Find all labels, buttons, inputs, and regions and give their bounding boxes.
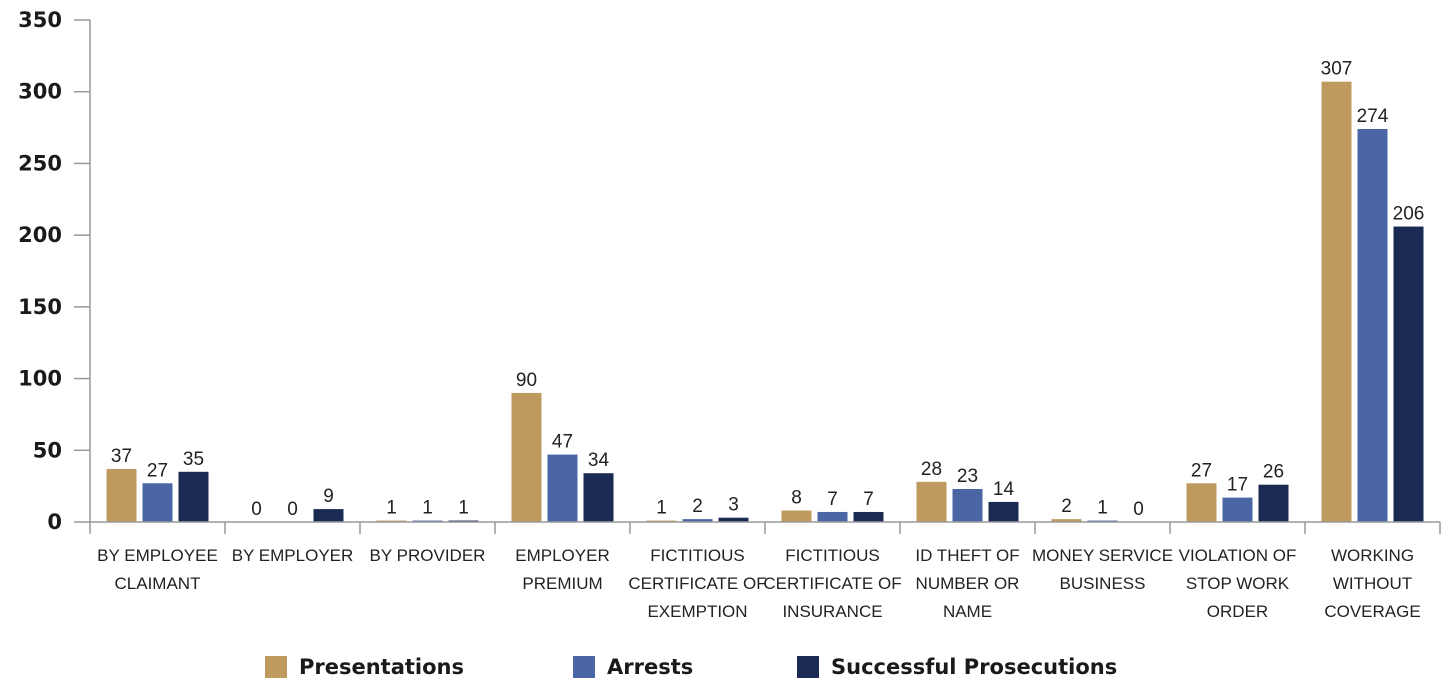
bar-presentations xyxy=(106,468,137,522)
bar-arrests xyxy=(1222,497,1253,522)
data-label: 1 xyxy=(656,498,667,519)
x-tick-label: CERTIFICATE OF xyxy=(628,574,766,593)
y-tick-label: 250 xyxy=(18,151,62,175)
bar-presentations xyxy=(916,481,947,522)
data-label: 90 xyxy=(516,370,537,391)
x-tick-label: INSURANCE xyxy=(782,602,882,621)
data-label: 27 xyxy=(147,460,168,481)
legend-swatch xyxy=(573,656,595,678)
x-tick-label: WITHOUT xyxy=(1333,574,1412,593)
data-label: 26 xyxy=(1263,462,1284,483)
data-label: 28 xyxy=(921,459,942,480)
bar-arrests xyxy=(952,489,983,522)
bar-presentations xyxy=(781,510,812,522)
data-label: 35 xyxy=(183,449,204,470)
x-tick-label: FICTITIOUS xyxy=(650,546,744,565)
bar-successful-prosecutions xyxy=(1258,484,1289,522)
legend: Presentations Arrests Successful Prosecuti… xyxy=(0,655,1448,683)
data-label: 27 xyxy=(1191,460,1212,481)
data-label: 1 xyxy=(1097,498,1108,519)
bar-successful-prosecutions xyxy=(178,471,209,522)
legend-label: Arrests xyxy=(607,655,694,679)
legend-item-successful-prosecutions: Successful Prosecutions xyxy=(797,655,1117,679)
y-tick-label: 150 xyxy=(18,295,62,319)
x-tick-label: BY PROVIDER xyxy=(370,546,486,565)
data-label: 34 xyxy=(588,450,610,471)
data-label: 2 xyxy=(1061,496,1072,517)
bar-successful-prosecutions xyxy=(1393,226,1424,522)
x-tick-label: COVERAGE xyxy=(1324,602,1420,621)
legend-item-presentations: Presentations xyxy=(265,655,464,679)
data-label: 1 xyxy=(386,498,397,519)
data-label: 37 xyxy=(111,446,132,467)
bar-presentations xyxy=(1321,81,1352,522)
x-axis: BY EMPLOYEE CLAIMANT BY EMPLOYER BY PROVIDE… xyxy=(89,521,1441,621)
data-label: 3 xyxy=(728,495,739,516)
data-label: 17 xyxy=(1227,475,1248,496)
data-label: 0 xyxy=(287,499,298,520)
data-label: 9 xyxy=(323,486,334,507)
x-tick-label: ID THEFT OF xyxy=(915,546,1019,565)
x-tick-label: VIOLATION OF xyxy=(1179,546,1297,565)
bar-arrests xyxy=(142,483,173,522)
bar-successful-prosecutions xyxy=(583,473,614,522)
bar-presentations xyxy=(1186,483,1217,522)
y-tick-label: 100 xyxy=(18,367,62,391)
data-label: 1 xyxy=(458,498,469,519)
x-tick-label: NUMBER OR xyxy=(916,574,1020,593)
y-tick-label: 350 xyxy=(18,8,62,32)
data-label: 14 xyxy=(993,479,1015,500)
data-label: 7 xyxy=(863,489,874,510)
x-tick-label: BUSINESS xyxy=(1060,574,1146,593)
x-tick-label: BY EMPLOYEE xyxy=(97,546,218,565)
bar-successful-prosecutions xyxy=(853,511,884,522)
x-tick-label: EMPLOYER xyxy=(515,546,609,565)
x-tick-label: NAME xyxy=(943,602,992,621)
data-label: 7 xyxy=(827,489,838,510)
bar-successful-prosecutions xyxy=(988,501,1019,522)
data-label: 2 xyxy=(692,496,703,517)
x-tick-label: EXEMPTION xyxy=(647,602,747,621)
bar-presentations xyxy=(1051,519,1082,522)
data-label: 0 xyxy=(251,499,262,520)
x-tick-label: CLAIMANT xyxy=(115,574,201,593)
x-tick-label: MONEY SERVICE xyxy=(1032,546,1173,565)
bar-arrests xyxy=(682,519,713,522)
bar-arrests xyxy=(547,454,578,522)
data-label: 206 xyxy=(1393,204,1425,225)
x-tick-label: ORDER xyxy=(1207,602,1268,621)
data-label: 47 xyxy=(552,432,573,453)
legend-label: Presentations xyxy=(299,655,465,679)
x-tick-label: PREMIUM xyxy=(522,574,602,593)
y-tick-label: 0 xyxy=(47,510,62,534)
bar-arrests xyxy=(817,511,848,522)
x-tick-label: BY EMPLOYER xyxy=(232,546,354,565)
x-tick-label: WORKING xyxy=(1331,546,1414,565)
data-label: 274 xyxy=(1357,106,1389,127)
bar-presentations xyxy=(511,392,542,522)
legend-swatch xyxy=(265,656,287,678)
bar-successful-prosecutions xyxy=(313,509,344,522)
y-tick-label: 300 xyxy=(18,80,62,104)
x-tick-label: CERTIFICATE OF xyxy=(763,574,901,593)
data-label: 8 xyxy=(791,488,802,509)
bar-successful-prosecutions xyxy=(718,517,749,522)
data-label: 23 xyxy=(957,466,978,487)
data-label: 0 xyxy=(1133,499,1144,520)
legend-label: Successful Prosecutions xyxy=(831,655,1118,679)
bar-arrests xyxy=(1357,129,1388,522)
x-tick-label: FICTITIOUS xyxy=(785,546,879,565)
y-tick-label: 200 xyxy=(18,223,62,247)
legend-swatch xyxy=(797,656,819,678)
legend-item-arrests: Arrests xyxy=(573,655,693,679)
y-axis: 0 50 100 150 200 250 300 350 xyxy=(18,8,91,534)
x-tick-label: STOP WORK xyxy=(1186,574,1290,593)
data-label: 307 xyxy=(1321,59,1353,80)
y-tick-label: 50 xyxy=(33,438,62,462)
data-label: 1 xyxy=(422,498,433,519)
